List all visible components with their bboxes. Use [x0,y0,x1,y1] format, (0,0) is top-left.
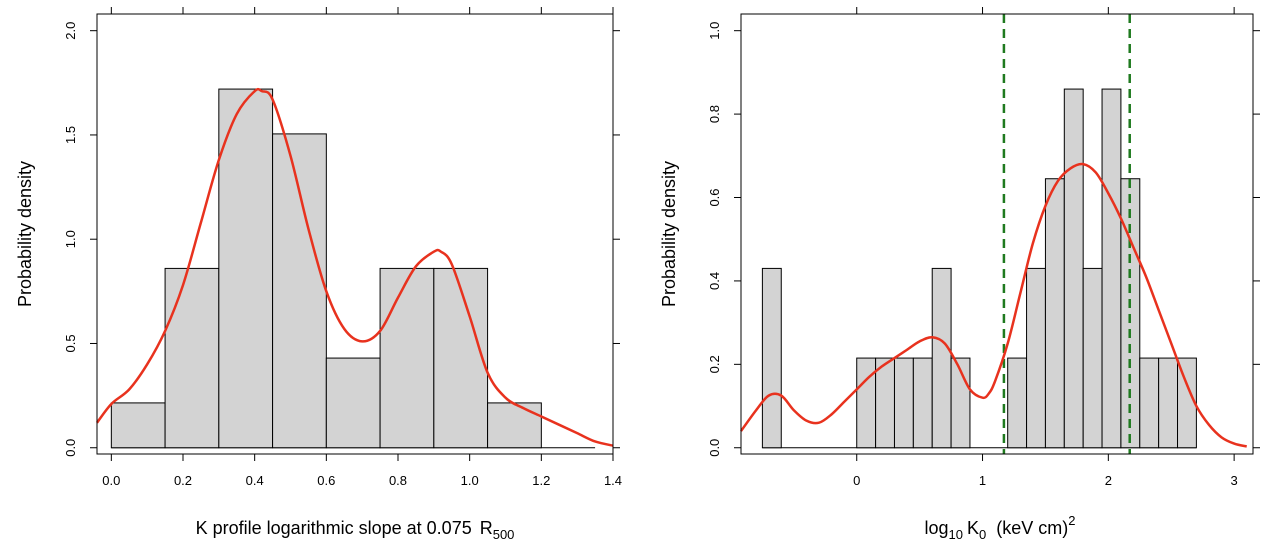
left-y-ticks: 0.0 0.5 1.0 1.5 2.0 [63,22,620,457]
left-histogram-bar-0 [110,402,166,449]
right-histogram-bar-8 [1026,267,1046,449]
left-histogram-bar-7 [487,402,542,449]
right-histogram-bar-10 [1063,88,1084,449]
right-x-axis-label-symbol: K [967,518,979,538]
right-x-axis-label-symbol-subscript: 0 [979,527,986,542]
right-density-curve [739,162,1247,448]
left-x-axis-label-text: K profile logarithmic slope at 0.075 [196,518,472,538]
left-histogram-bar-2 [218,88,274,449]
right-x-ticks: 0 1 2 3 [853,7,1238,488]
left-histogram-bar-3 [272,133,327,449]
right-y-tick-label-1: 0.2 [707,355,722,373]
left-x-axis-label-subscript: 500 [493,527,515,542]
right-y-tick-label-4: 0.8 [707,105,722,123]
left-y-tick-label-4: 2.0 [63,22,78,40]
right-histogram-bar-0 [761,267,782,449]
left-x-tick-label-4: 0.8 [389,473,407,488]
left-density-curve [95,87,614,447]
right-x-tick-label-2: 2 [1105,473,1112,488]
right-histogram-bar-13 [1120,178,1141,449]
right-histogram-bar-3 [893,357,914,449]
left-x-tick-label-5: 1.0 [461,473,479,488]
right-x-axis-label-units-superscript: 2 [1068,513,1075,528]
left-y-tick-label-2: 1.0 [63,230,78,248]
right-y-tick-label-3: 0.6 [707,188,722,206]
right-histogram-bar-1 [856,357,877,449]
right-histogram-bar-7 [1007,357,1028,449]
right-histogram-bar-16 [1177,357,1197,449]
left-x-tick-label-7: 1.4 [604,473,622,488]
right-histogram-bar-14 [1139,357,1160,449]
left-x-tick-label-0: 0.0 [102,473,120,488]
left-histogram-bar-4 [325,357,381,449]
left-x-axis-label-symbol: R [480,518,493,538]
left-y-tick-label-0: 0.0 [63,439,78,457]
right-histogram-bar-4 [912,357,933,449]
right-y-axis-label: Probability density [659,161,679,307]
right-histogram-bar-11 [1082,267,1103,449]
left-plot-frame [96,13,614,455]
left-x-tick-label-6: 1.2 [532,473,550,488]
right-x-tick-label-0: 0 [853,473,860,488]
right-y-ticks: 0.0 0.2 0.4 0.6 0.8 1.0 [707,22,1260,457]
right-histogram-bar-15 [1158,357,1179,449]
right-x-tick-label-3: 3 [1231,473,1238,488]
right-histogram-bar-9 [1044,178,1065,449]
left-plot-area [95,87,614,449]
left-panel: 0.0 0.2 0.4 0.6 0.8 1.0 1.2 1.4 0.0 0.5 1.0 1.5 2.0… [15,7,622,542]
left-x-tick-label-1: 0.2 [174,473,192,488]
left-y-axis-label: Probability density [15,161,35,307]
right-histogram-bar-2 [875,357,895,449]
right-x-axis-label: log10 K0 (keV cm)2 [925,513,1076,542]
right-histogram-bar-12 [1101,88,1122,449]
right-x-axis-label-prefix: log [925,518,949,538]
left-histogram-bar-6 [433,267,489,449]
left-x-axis-label: K profile logarithmic slope at 0.075 R500 [196,518,515,542]
right-x-axis-label-prefix-subscript: 10 [949,527,963,542]
right-histogram-bar-5 [931,267,952,449]
left-y-tick-label-3: 1.5 [63,126,78,144]
right-y-tick-label-0: 0.0 [707,439,722,457]
left-x-tick-label-2: 0.4 [246,473,264,488]
right-x-tick-label-1: 1 [979,473,986,488]
left-y-tick-label-1: 0.5 [63,334,78,352]
right-y-tick-label-2: 0.4 [707,272,722,290]
left-histogram-bar-1 [164,267,220,449]
right-x-axis-label-units: (keV cm) [996,518,1068,538]
left-histogram-bar-5 [379,267,435,449]
right-plot-frame [740,13,1254,455]
left-x-ticks: 0.0 0.2 0.4 0.6 0.8 1.0 1.2 1.4 [102,7,622,488]
right-y-tick-label-5: 1.0 [707,22,722,40]
right-plot-area [739,14,1247,454]
left-x-tick-label-3: 0.6 [317,473,335,488]
